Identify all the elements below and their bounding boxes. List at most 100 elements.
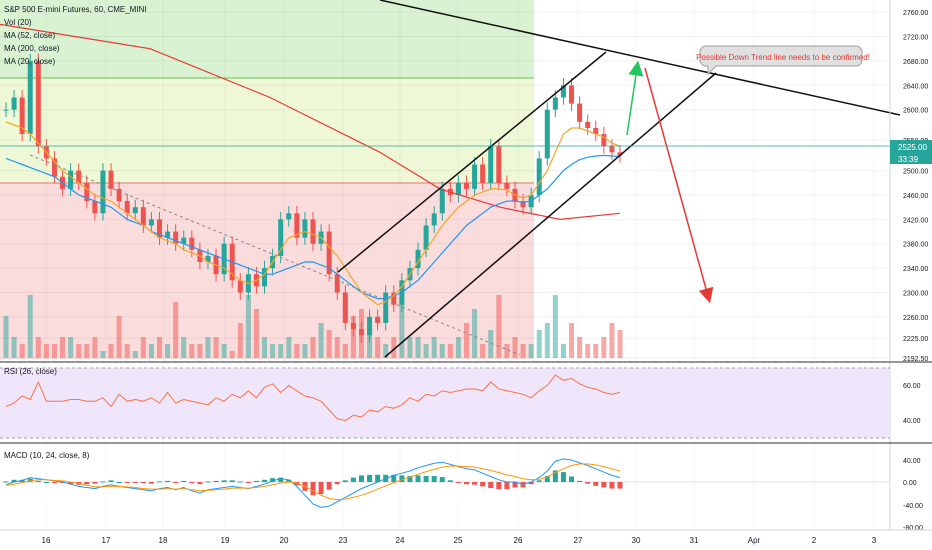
volume-bar: [520, 344, 526, 358]
volume-bar: [342, 344, 348, 358]
candle-body: [342, 292, 348, 323]
macd-hist-bar: [544, 475, 550, 482]
volume-bar: [27, 295, 33, 358]
rsi-tick-40: 40.00: [903, 418, 921, 425]
candle-body: [544, 109, 550, 159]
price-tick: 2420.00: [903, 217, 928, 224]
candle-body: [536, 158, 542, 195]
volume-bar: [431, 337, 437, 358]
channel-upper[interactable]: [337, 51, 607, 273]
volume-bar: [140, 337, 146, 358]
candle-body: [11, 97, 17, 110]
macd-hist-bar: [197, 482, 203, 485]
macd-hist-bar: [229, 480, 235, 482]
time-tick: 31: [690, 536, 699, 545]
candle-body: [472, 164, 478, 189]
candle-body: [593, 127, 599, 135]
macd-hist-bar: [391, 474, 397, 482]
macd-hist-bar: [148, 482, 154, 484]
macd-hist-bar: [399, 475, 405, 482]
macd-hist-bar: [552, 470, 558, 482]
macd-hist-bar: [221, 480, 227, 482]
candle-body: [157, 219, 162, 238]
macd-hist-bar: [423, 475, 429, 482]
macd-hist-bar: [189, 482, 195, 484]
candle-body: [367, 316, 373, 336]
price-badge-countdown: 33:39: [898, 155, 919, 164]
volume-bar: [334, 337, 340, 358]
time-tick: 24: [396, 536, 405, 545]
volume-bar: [504, 344, 510, 358]
candle-body: [383, 292, 389, 323]
volume-bar: [35, 337, 41, 358]
candle-body: [173, 231, 179, 244]
channel-lower[interactable]: [384, 72, 717, 358]
rsi-label[interactable]: RSI (26, close): [4, 367, 57, 376]
candle-body: [455, 182, 461, 195]
time-tick: 3: [872, 536, 877, 545]
volume-bar: [552, 295, 558, 358]
volume-bar: [375, 337, 381, 358]
macd-hist-bar: [512, 482, 518, 488]
candle-body: [302, 219, 308, 238]
arrow-up-green[interactable]: [626, 60, 644, 136]
macd-hist-bar: [577, 480, 583, 482]
price-tick: 2260.00: [903, 315, 928, 322]
candle-body: [278, 219, 284, 256]
volume-bar: [197, 344, 203, 358]
macd-hist-bar: [536, 480, 542, 482]
candle-body: [3, 109, 9, 111]
candle-body: [439, 188, 445, 214]
candle-body: [92, 201, 98, 214]
candle-body: [585, 121, 591, 128]
candle-body: [140, 207, 146, 226]
indicator-ma20[interactable]: MA (20, close): [4, 57, 55, 66]
macd-hist-bar: [100, 481, 106, 483]
arrow-down-red[interactable]: [644, 67, 714, 304]
macd-hist-bar: [116, 482, 122, 483]
macd-hist-bar: [92, 482, 98, 484]
volume-bar: [148, 344, 154, 358]
rsi-tick-60: 60.00: [903, 383, 921, 390]
candle-body: [350, 322, 356, 330]
price-axis[interactable]: 2760.002720.002680.002640.002600.002550.…: [903, 10, 928, 363]
macd-hist-bar: [262, 479, 268, 482]
macd-hist-bar: [84, 482, 90, 485]
volume-bar: [84, 344, 90, 358]
annotation-callout[interactable]: Possible Down Trend line needs to be con…: [696, 45, 870, 76]
candle-body: [181, 237, 187, 244]
volume-bar: [51, 344, 57, 358]
ma200-line: [0, 23, 621, 221]
time-tick: 20: [280, 536, 289, 545]
macd-hist-bar: [488, 482, 494, 489]
volume-bar: [617, 330, 623, 358]
macd-line: [5, 458, 621, 508]
indicator-ma52[interactable]: MA (52, close): [4, 31, 55, 40]
macd-hist-bar: [181, 480, 187, 482]
macd-label[interactable]: MACD (10, 24, close, 8): [4, 451, 90, 460]
macd-hist-bar: [415, 475, 421, 482]
volume-bar: [455, 337, 461, 358]
volume-bar: [383, 344, 389, 358]
volume-bar: [544, 323, 550, 358]
candle-body: [76, 170, 82, 183]
time-axis[interactable]: 16 17 18 19 20 23 24 25 26 27 30 31 Apr 2 3: [42, 536, 877, 545]
symbol-title[interactable]: S&P 500 E-mini Futures, 60, CME_MINI: [4, 5, 147, 14]
time-tick: 16: [42, 536, 51, 545]
rsi-band: [0, 368, 890, 438]
time-tick: 19: [221, 536, 230, 545]
macd-hist-bar: [157, 481, 162, 483]
price-tick: 2225.00: [903, 336, 928, 343]
price-badge-value: 2525.00: [898, 143, 927, 152]
indicator-ma200[interactable]: MA (200, close): [4, 44, 60, 53]
indicator-vol[interactable]: Vol (20): [4, 18, 32, 27]
volume-bar: [92, 337, 98, 358]
macd-hist-bar: [504, 482, 510, 490]
macd-hist-bar: [334, 482, 340, 485]
down-trend-line[interactable]: [379, 0, 901, 116]
candle-body: [310, 219, 316, 244]
candle-body: [464, 182, 469, 189]
volume-bar: [488, 330, 494, 358]
time-tick: 27: [574, 536, 583, 545]
